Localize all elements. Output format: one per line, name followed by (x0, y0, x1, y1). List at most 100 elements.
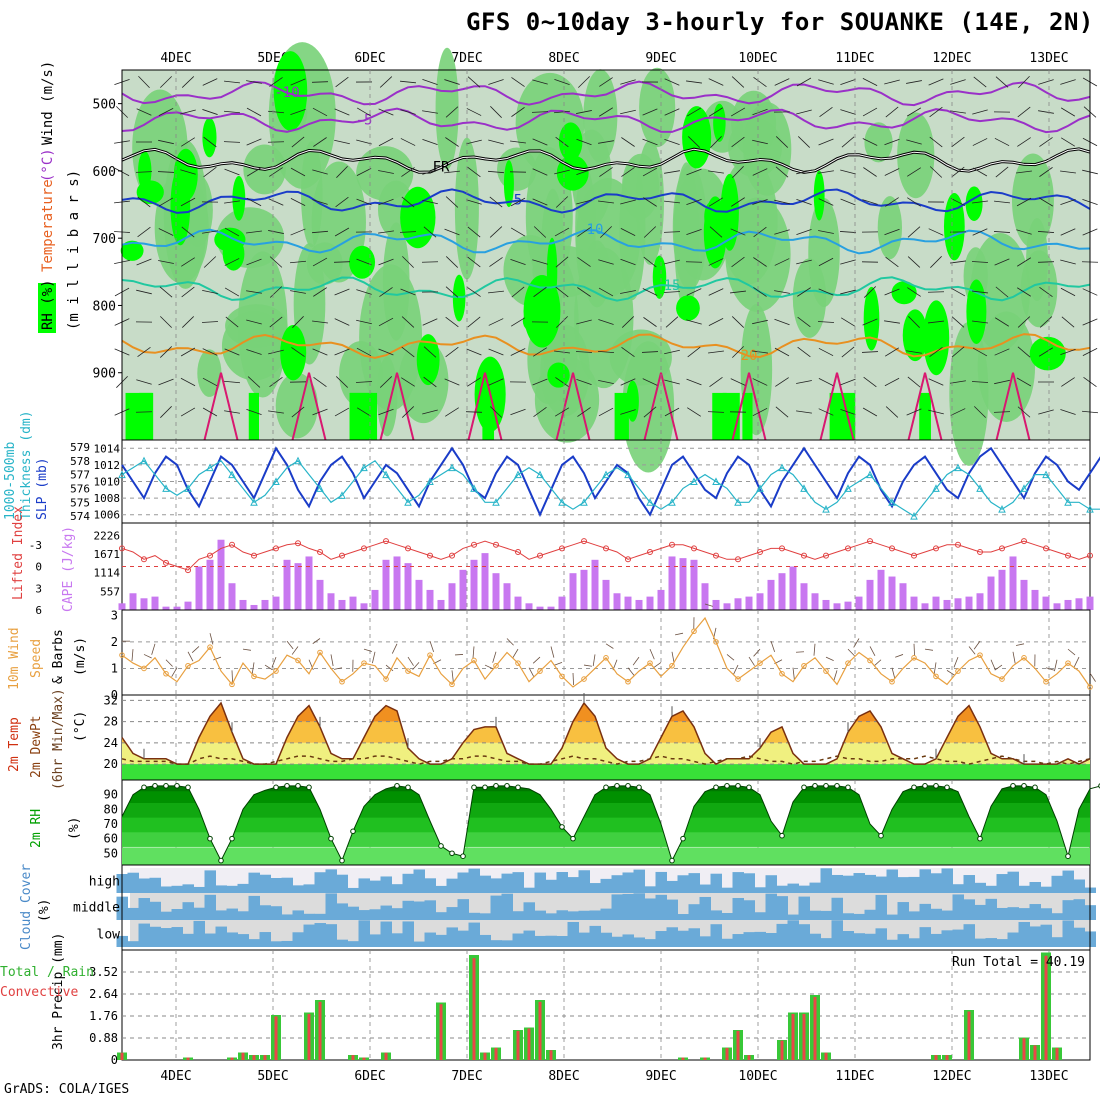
wind-barb (1060, 228, 1076, 236)
cloud-cover-bar (545, 879, 557, 893)
cloud-cover-bar (435, 912, 447, 920)
lifted-index-point (471, 541, 477, 548)
wind-barb (840, 378, 856, 386)
wind-barb (554, 79, 570, 85)
cloud-cover-bar (996, 907, 1008, 920)
wind-barb-10m (1054, 659, 1058, 672)
cloud-cover-bar (545, 913, 557, 920)
rh-low-level-saturated (139, 392, 153, 440)
rh-saturated-area (943, 192, 965, 261)
wind-barb (1016, 377, 1032, 387)
x-day-label-top: 4DEC (160, 51, 191, 66)
precip-convective-bar (516, 1030, 520, 1060)
cape-bar (426, 589, 434, 610)
wind-barb (445, 256, 459, 268)
rh2m-point (295, 783, 301, 789)
rh2m-band-fill (122, 813, 1090, 833)
precip-convective-bar (274, 1016, 278, 1060)
cloud-cover-bar (974, 882, 986, 893)
wind-barb (356, 258, 372, 266)
wind-barb (972, 320, 988, 324)
wind-barb (465, 411, 483, 413)
cloud-cover-bar (655, 894, 667, 920)
lifted-index-axis-label: Lifted Index (11, 506, 26, 600)
cloud-cover-bar (446, 907, 458, 920)
wind-barb (1017, 346, 1031, 358)
cloud-cover-bar (600, 908, 612, 920)
rh2m-point (218, 857, 224, 864)
wind-barb (993, 231, 1011, 233)
precip-convective-bar (120, 1052, 124, 1060)
wind-barb-10m (171, 667, 178, 677)
wind-barb (1017, 257, 1031, 267)
wind-barb (533, 347, 547, 357)
rh2m-point (735, 783, 741, 789)
precip-convective-bar (494, 1047, 498, 1060)
cape-bar (470, 559, 478, 610)
wind-barb-10m (165, 659, 173, 667)
cloud-cover-bar (347, 906, 359, 920)
rh2m-point (559, 824, 565, 830)
cape-bar (932, 596, 940, 610)
cloud-cover-bar (1073, 927, 1085, 947)
wind-barb (533, 406, 547, 418)
wind-barb (840, 109, 856, 115)
wind-barb (158, 378, 174, 386)
wind-barb (598, 379, 614, 385)
wind-barb (399, 231, 417, 233)
cloud-cover-bar (721, 912, 733, 920)
wind-barb (774, 258, 790, 266)
cloud-cover-bar (710, 924, 722, 947)
cloud-cover-bar (402, 900, 414, 920)
lifted-tick-label: 0 (35, 561, 42, 574)
wind-barb (355, 381, 373, 383)
wind-barb (378, 170, 394, 174)
wind-barb (401, 167, 415, 177)
temp-unit-label: (°C) (73, 711, 88, 742)
cloud-cover-bar (446, 878, 458, 893)
precip-convective-bar (824, 1052, 828, 1060)
cloud-cover-bar (479, 875, 491, 893)
wind-speed-point (1043, 678, 1049, 685)
cloud-cover-bar (215, 910, 227, 920)
cape-tick-label: 2226 (94, 530, 121, 543)
x-day-label-top: 9DEC (645, 51, 676, 66)
wind-barb (863, 376, 877, 388)
cape-bar (514, 596, 522, 610)
wind-barb-10m (1045, 667, 1054, 671)
rh2m-point (944, 784, 950, 791)
wind-barb (532, 79, 548, 85)
rh-moist-area (435, 47, 459, 170)
wind-barb (774, 199, 790, 205)
wind-barb (621, 137, 635, 147)
cloud-cover-bar (633, 937, 645, 947)
rh2m-point (471, 784, 477, 791)
rh2m-point (911, 784, 917, 791)
cloud-cover-bar (798, 896, 810, 920)
precip-tick-label: 3.52 (89, 965, 118, 979)
wind-speed-point (625, 678, 631, 685)
wind-barb (796, 77, 812, 87)
wind-barb (292, 316, 304, 328)
temp-axis-label: 2m Temp (7, 717, 22, 772)
wind-barb (224, 287, 240, 297)
cloud-cover-bar (336, 903, 348, 920)
wind-barb (818, 198, 834, 206)
cloud-cover-bar (776, 885, 788, 893)
cloud-cover-bar (743, 932, 755, 947)
wind-barb (732, 166, 744, 178)
wind-barb (334, 227, 350, 237)
wind-barb (511, 77, 525, 87)
thickness-point (228, 470, 236, 479)
wind-barb (993, 411, 1011, 413)
cloud-cover-bar (380, 921, 392, 947)
wind-barb (291, 406, 305, 418)
wind-barb (510, 258, 526, 266)
temp-tick-label: 24 (104, 736, 118, 750)
precip-convective-bar (241, 1052, 245, 1060)
cloud-cover-bar (633, 869, 645, 893)
wind-barb (202, 377, 218, 387)
wind-barb (158, 228, 174, 236)
wind-barb (138, 75, 150, 89)
precip-convective-bar (1055, 1047, 1059, 1060)
